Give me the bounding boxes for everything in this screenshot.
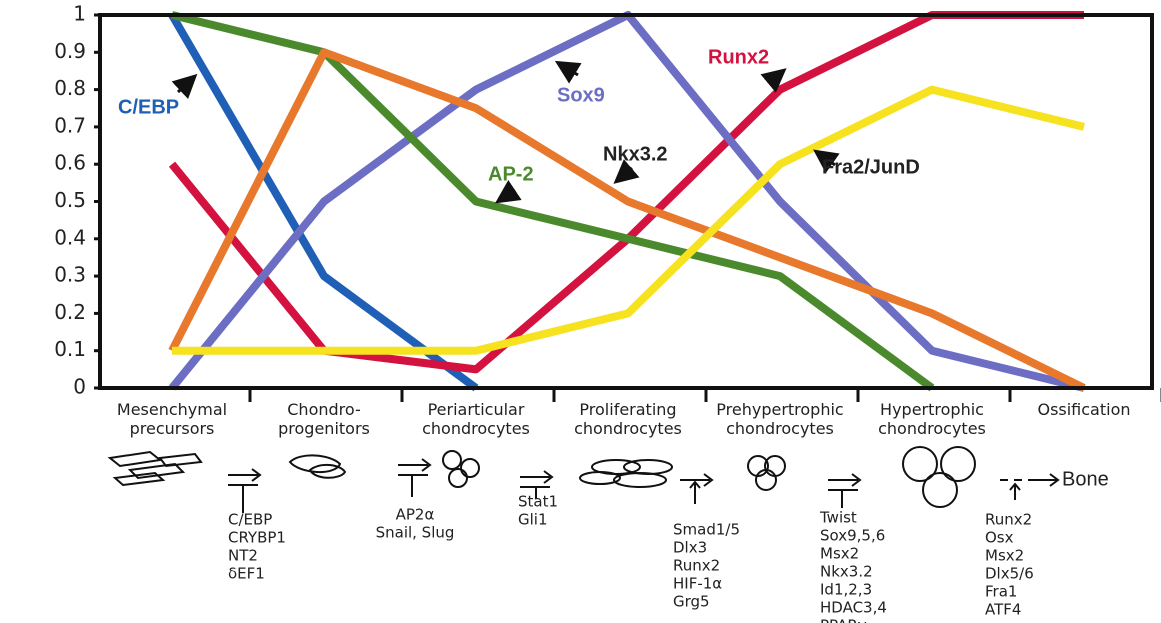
regulator: Smad1/5	[673, 521, 740, 539]
series-label: AP-2	[488, 163, 534, 185]
regulator: NT2	[228, 547, 258, 565]
y-tick-label: 1	[73, 2, 86, 26]
series-label: C/EBP	[118, 96, 179, 118]
regulator: Nkx3.2	[820, 563, 873, 581]
x-tick-label: Periarticular chondrocytes	[422, 400, 530, 438]
y-tick-label: 0.6	[54, 151, 86, 175]
regulator: Snail, Slug	[376, 524, 455, 542]
x-tick-label: Mesenchymal precursors	[117, 400, 227, 438]
regulator: CRYBP1	[228, 529, 286, 547]
regulator: Sox9,5,6	[820, 527, 885, 545]
y-tick-label: 0.2	[54, 300, 86, 324]
y-tick-label: 0	[73, 375, 86, 399]
series-label: Runx2	[708, 46, 769, 68]
regulator: PPARγ	[820, 617, 867, 623]
x-tick-label: Hypertrophic chondrocytes	[878, 400, 986, 438]
regulator: Id1,2,3	[820, 581, 872, 599]
regulator: Osx	[985, 529, 1014, 547]
x-tick-label: Chondro-progenitors	[278, 400, 370, 438]
annotation-arrows	[171, 60, 840, 204]
series-line	[172, 85, 1085, 355]
series-line	[171, 11, 935, 392]
x-tick-label: Ossification	[1037, 400, 1130, 419]
regulator: ATF4	[985, 601, 1021, 619]
series-line	[168, 48, 1086, 392]
regulator: HDAC3,4	[820, 599, 887, 617]
regulator: Runx2	[673, 557, 720, 575]
y-tick-label: 0.9	[54, 39, 86, 63]
y-tick-label: 0.4	[54, 225, 86, 249]
series-label: Sox9	[557, 84, 605, 106]
plot: 0 0.1 0.2 0.3 0.4 0.5 0.6 0.7 0.8 0.9 1 Mesenchymal…	[54, 2, 1161, 438]
regulator: δEF1	[228, 565, 265, 583]
regulator: C/EBP	[228, 511, 272, 529]
series-label: Nkx3.2	[603, 143, 668, 165]
y-tick-label: 0.5	[54, 188, 86, 212]
regulator: HIF-1α	[673, 575, 722, 593]
series-label: Fra2/JunD	[822, 156, 920, 178]
y-tick-label: 0.1	[54, 337, 86, 361]
pathway-diagram	[107, 446, 1060, 513]
y-tick-label: 0.7	[54, 113, 86, 137]
regulator: Twist	[819, 509, 857, 527]
regulator: Stat1	[518, 493, 558, 511]
y-tick-label: 0.3	[54, 263, 86, 287]
regulator: Msx2	[820, 545, 859, 563]
regulator: Gli1	[518, 511, 548, 529]
regulator: Msx2	[985, 547, 1024, 565]
regulator: Fra1	[985, 583, 1017, 601]
plot-frame	[98, 13, 1154, 390]
regulator: AP2α	[396, 506, 435, 524]
y-tick-label: 0.8	[54, 76, 86, 100]
x-tick-label: Proliferating chondrocytes	[574, 400, 682, 438]
regulator: Grg5	[673, 593, 710, 611]
regulator: Runx2	[985, 511, 1032, 529]
regulator: Dlx3	[673, 539, 707, 557]
regulator: Dlx5/6	[985, 565, 1034, 583]
end-label: Bone	[1062, 468, 1109, 490]
x-tick-label: Prehypertrophic chondrocytes	[716, 400, 843, 438]
